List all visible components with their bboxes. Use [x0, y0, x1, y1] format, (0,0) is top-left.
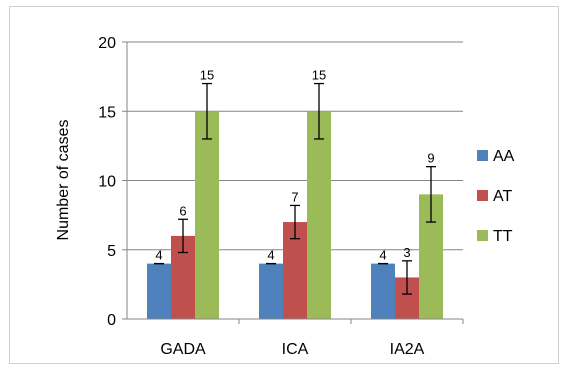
data-label: 4 — [155, 248, 162, 263]
legend-swatch-tt — [477, 230, 488, 241]
bar-tt — [195, 111, 219, 319]
x-category-label: ICA — [282, 341, 309, 358]
y-tick-label: 10 — [98, 174, 116, 191]
bar-aa — [147, 263, 171, 319]
data-label: 9 — [427, 151, 434, 166]
axes — [126, 42, 464, 324]
legend-swatch-at — [477, 190, 488, 201]
y-tick-label: 0 — [107, 312, 116, 329]
legend-label-at: AT — [493, 188, 512, 205]
data-label: 15 — [312, 68, 326, 83]
bar-tt — [307, 111, 331, 319]
bar-aa — [371, 263, 395, 319]
data-label: 3 — [403, 245, 410, 260]
legend-label-tt: TT — [493, 228, 513, 245]
legend-label-aa: AA — [493, 148, 515, 165]
legend: AA AT TT — [477, 148, 515, 245]
y-tick-labels: 0 5 10 15 20 — [98, 35, 116, 329]
x-category-label: IA2A — [390, 341, 425, 358]
error-bars — [154, 82, 436, 295]
bar-aa — [259, 263, 283, 319]
data-label: 7 — [291, 189, 298, 204]
legend-swatch-aa — [477, 150, 488, 161]
y-tick-label: 5 — [107, 243, 116, 260]
data-label: 15 — [200, 68, 214, 83]
data-label: 4 — [379, 248, 386, 263]
y-axis-label: Number of cases — [55, 120, 72, 241]
x-category-label: GADA — [160, 341, 206, 358]
data-labels: 4 6 15 4 7 15 4 3 9 — [155, 68, 434, 263]
data-label: 4 — [267, 248, 274, 263]
x-category-labels: GADA ICA IA2A — [160, 341, 424, 358]
y-tick-label: 20 — [98, 35, 116, 52]
y-tick-label: 15 — [98, 104, 116, 121]
data-label: 6 — [179, 203, 186, 218]
